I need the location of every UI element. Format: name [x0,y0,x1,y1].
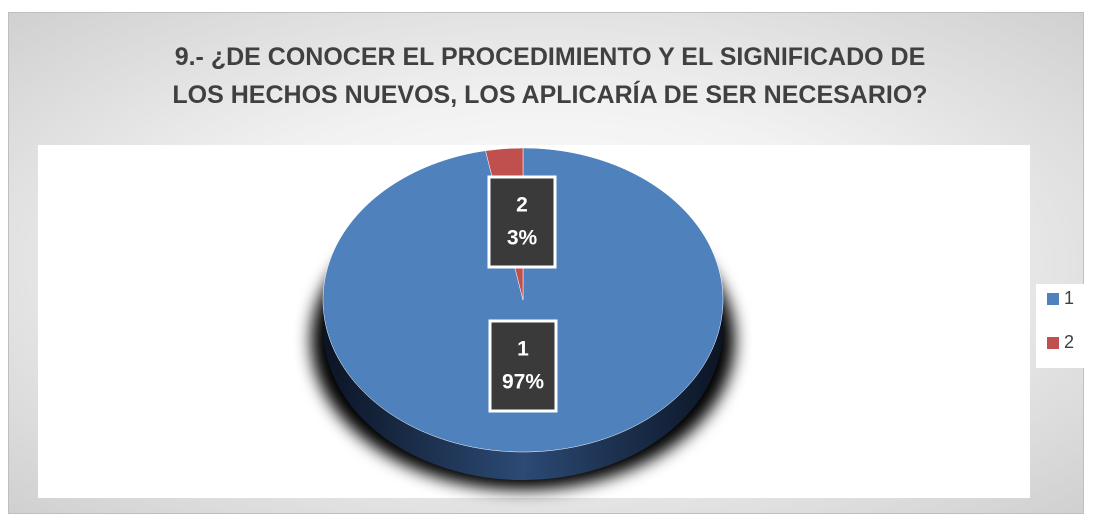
data-label-box [488,319,558,413]
legend-box [1036,284,1088,368]
chart-title: 9.- ¿DE CONOCER EL PROCEDIMIENTO Y EL SI… [172,43,928,109]
data-label-box [487,175,557,269]
pie-side [323,300,723,480]
data-label-value: 97% [502,371,544,394]
legend-label: 1 [1064,288,1074,308]
legend-label: 2 [1064,332,1074,352]
data-label-category: 1 [517,338,529,361]
legend-swatch [1047,293,1059,305]
data-label-category: 2 [516,194,528,217]
data-label-value: 3% [507,227,538,250]
pie: 1 97% 2 3% [311,147,735,490]
legend-swatch [1047,337,1059,349]
